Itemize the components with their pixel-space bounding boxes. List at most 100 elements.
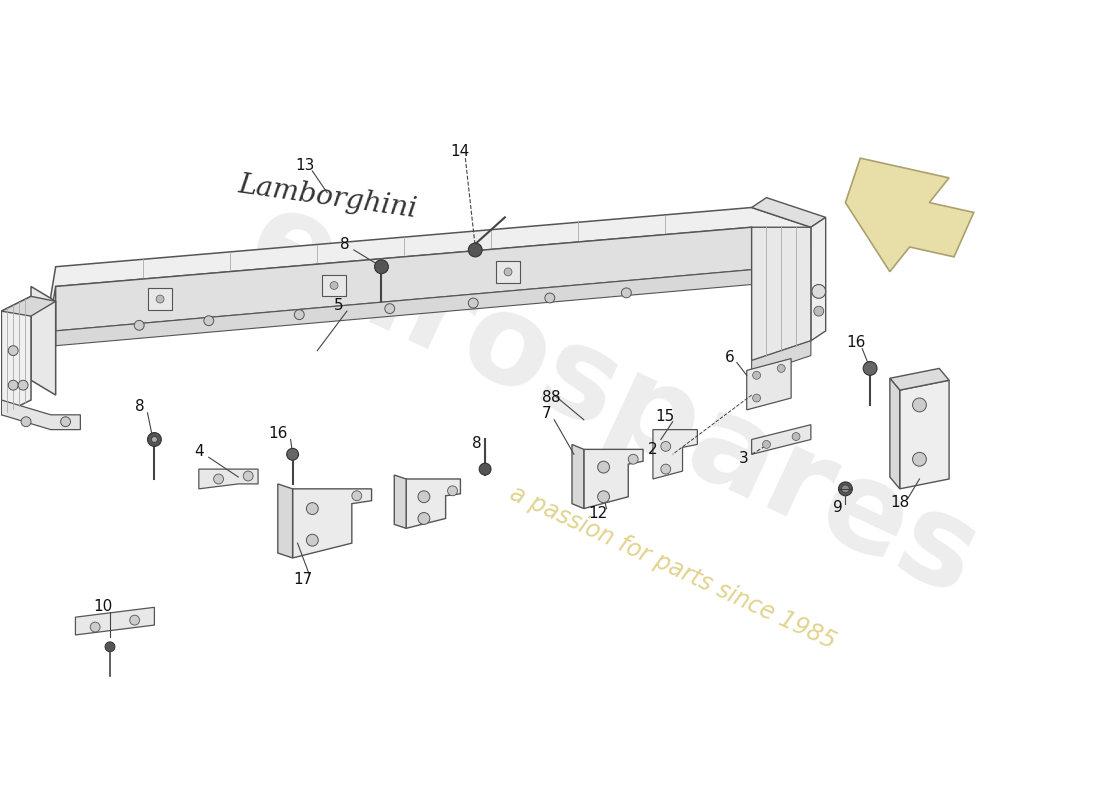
Text: 9: 9 xyxy=(833,500,843,515)
Circle shape xyxy=(812,285,826,298)
Polygon shape xyxy=(406,479,461,528)
Text: eurospares: eurospares xyxy=(230,178,997,622)
Polygon shape xyxy=(751,425,811,454)
Polygon shape xyxy=(322,274,345,296)
Circle shape xyxy=(597,491,609,502)
Circle shape xyxy=(9,346,19,355)
Polygon shape xyxy=(1,296,31,415)
Text: 3: 3 xyxy=(739,450,749,466)
Polygon shape xyxy=(846,158,974,272)
Polygon shape xyxy=(900,380,949,489)
Circle shape xyxy=(628,454,638,464)
Circle shape xyxy=(814,306,824,316)
Circle shape xyxy=(307,502,318,514)
Text: 8: 8 xyxy=(135,399,144,414)
Circle shape xyxy=(504,268,512,276)
Polygon shape xyxy=(890,378,900,489)
Circle shape xyxy=(842,485,849,493)
Circle shape xyxy=(469,243,482,257)
Circle shape xyxy=(21,417,31,426)
Polygon shape xyxy=(1,296,56,316)
Circle shape xyxy=(352,491,362,501)
Circle shape xyxy=(130,615,140,625)
Circle shape xyxy=(752,371,760,379)
Circle shape xyxy=(295,310,305,319)
Circle shape xyxy=(385,304,395,314)
Circle shape xyxy=(156,295,164,303)
Polygon shape xyxy=(148,288,172,310)
Circle shape xyxy=(778,365,785,372)
Text: 6: 6 xyxy=(725,350,735,365)
Polygon shape xyxy=(51,207,811,316)
Polygon shape xyxy=(31,286,56,395)
Circle shape xyxy=(448,486,458,496)
Circle shape xyxy=(838,482,853,496)
Polygon shape xyxy=(76,607,154,635)
Circle shape xyxy=(913,398,926,412)
Circle shape xyxy=(204,316,213,326)
Circle shape xyxy=(480,463,491,475)
Text: 8: 8 xyxy=(472,436,482,451)
Circle shape xyxy=(752,394,760,402)
Circle shape xyxy=(621,288,631,298)
Circle shape xyxy=(134,320,144,330)
Text: Lamborghini: Lamborghini xyxy=(236,172,418,223)
Text: 5: 5 xyxy=(334,298,344,313)
Polygon shape xyxy=(751,227,811,361)
Text: 18: 18 xyxy=(890,495,910,510)
Circle shape xyxy=(152,437,157,442)
Circle shape xyxy=(104,642,114,652)
Text: 8: 8 xyxy=(551,390,561,405)
Circle shape xyxy=(661,464,671,474)
Text: 7: 7 xyxy=(541,406,551,422)
Text: 8: 8 xyxy=(340,237,350,251)
Text: 4: 4 xyxy=(194,444,204,459)
Circle shape xyxy=(597,462,609,473)
Circle shape xyxy=(544,293,554,303)
Circle shape xyxy=(418,513,430,524)
Circle shape xyxy=(418,491,430,502)
Polygon shape xyxy=(199,469,258,489)
Polygon shape xyxy=(572,445,584,509)
Polygon shape xyxy=(890,369,949,390)
Circle shape xyxy=(469,298,478,308)
Text: 13: 13 xyxy=(296,158,315,173)
Polygon shape xyxy=(653,430,697,479)
Text: 12: 12 xyxy=(588,506,607,521)
Polygon shape xyxy=(1,400,80,430)
Polygon shape xyxy=(751,341,811,375)
Circle shape xyxy=(307,534,318,546)
Circle shape xyxy=(60,417,70,426)
Text: 14: 14 xyxy=(451,144,470,158)
Polygon shape xyxy=(811,218,826,341)
Circle shape xyxy=(243,471,253,481)
Circle shape xyxy=(9,380,19,390)
Circle shape xyxy=(913,452,926,466)
Text: 16: 16 xyxy=(847,335,866,350)
Polygon shape xyxy=(584,450,644,509)
Circle shape xyxy=(330,282,338,290)
Circle shape xyxy=(287,448,298,460)
Text: 2: 2 xyxy=(648,442,658,457)
Circle shape xyxy=(147,433,162,446)
Text: a passion for parts since 1985: a passion for parts since 1985 xyxy=(506,482,839,654)
Circle shape xyxy=(762,441,770,448)
Polygon shape xyxy=(56,227,751,331)
Text: 15: 15 xyxy=(656,410,674,424)
Text: 10: 10 xyxy=(94,599,112,614)
Circle shape xyxy=(90,622,100,632)
Circle shape xyxy=(792,433,800,441)
Text: 17: 17 xyxy=(293,572,312,587)
Polygon shape xyxy=(394,475,406,528)
Circle shape xyxy=(19,380,28,390)
Polygon shape xyxy=(293,489,372,558)
Circle shape xyxy=(213,474,223,484)
Polygon shape xyxy=(751,198,826,227)
Circle shape xyxy=(661,442,671,451)
Polygon shape xyxy=(278,484,293,558)
Polygon shape xyxy=(56,270,751,346)
Circle shape xyxy=(374,260,388,274)
Text: 16: 16 xyxy=(268,426,287,441)
Polygon shape xyxy=(496,261,520,282)
Text: 8: 8 xyxy=(541,390,551,405)
